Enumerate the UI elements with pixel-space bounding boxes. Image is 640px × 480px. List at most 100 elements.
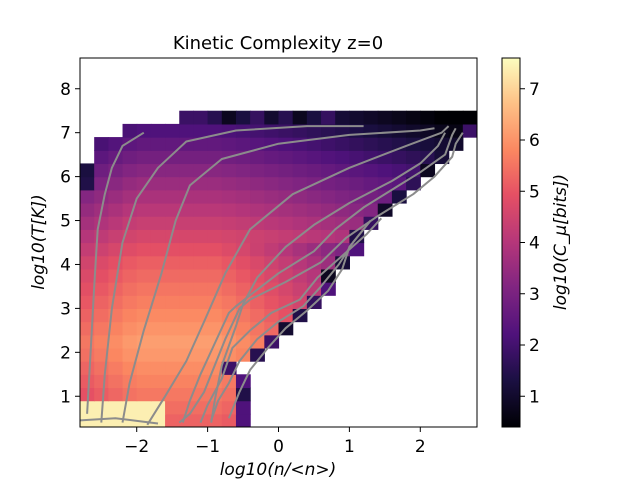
- heatmap-cell: [363, 202, 379, 217]
- heatmap-cell: [108, 216, 124, 230]
- heatmap-cell: [179, 255, 195, 270]
- heatmap-cell: [321, 163, 336, 178]
- y-tick-label: 8: [60, 80, 71, 100]
- heatmap-cell: [150, 334, 166, 349]
- heatmap-cell: [363, 110, 379, 125]
- contour-line: [227, 219, 372, 419]
- heatmap-cell: [136, 163, 152, 178]
- heatmap-cell: [321, 137, 336, 151]
- heatmap-cell: [94, 374, 109, 389]
- heatmap-cell: [250, 255, 265, 270]
- heatmap-cell: [165, 321, 180, 336]
- heatmap-cell: [94, 163, 109, 178]
- heatmap-cell: [335, 176, 350, 191]
- heatmap-cell: [136, 137, 152, 151]
- heatmap-cell: [292, 202, 308, 217]
- heatmap-cell: [165, 282, 180, 296]
- heatmap-cell: [207, 255, 223, 270]
- heatmap-cell: [321, 123, 336, 138]
- heatmap-cell: [207, 242, 223, 257]
- heatmap-cell: [264, 229, 280, 244]
- colorbar-tick-label: 3: [529, 285, 540, 305]
- heatmap-cell: [108, 387, 124, 402]
- heatmap-cell: [391, 110, 407, 125]
- colorbar-tick-label: 6: [529, 131, 540, 151]
- heatmap-cell: [165, 268, 180, 283]
- heatmap-cell: [108, 268, 124, 283]
- heatmap-cell: [136, 347, 152, 362]
- heatmap-cell: [349, 176, 365, 191]
- heatmap-cell: [179, 242, 195, 257]
- heatmap-cell: [264, 123, 280, 138]
- contour-line: [146, 125, 450, 426]
- heatmap-cell: [179, 137, 195, 151]
- heatmap-cell: [165, 123, 180, 138]
- colorbar-label: log10(C_μ[bits]): [551, 174, 571, 310]
- heatmap-cell: [264, 295, 280, 309]
- heatmap-cell: [108, 321, 124, 336]
- colorbar-tick-label: 5: [529, 182, 540, 202]
- heatmap-cell: [221, 282, 237, 296]
- heatmap-cell: [108, 374, 124, 389]
- heatmap-cell: [250, 334, 265, 349]
- heatmap-cell: [306, 189, 322, 204]
- x-tick-label: −1: [195, 437, 220, 457]
- heatmap-cell: [363, 137, 379, 151]
- y-tick-label: 2: [60, 343, 71, 363]
- heatmap-cell: [165, 400, 180, 415]
- heatmap-cell: [306, 110, 322, 125]
- heatmap-cell: [349, 137, 365, 151]
- heatmap-cell: [221, 295, 237, 309]
- heatmap-cell: [221, 216, 237, 230]
- heatmap-cell: [122, 282, 138, 296]
- heatmap-cell: [122, 347, 138, 362]
- heatmap-cell: [150, 374, 166, 389]
- heatmap-cells: [80, 110, 477, 427]
- heatmap-cell: [179, 163, 195, 178]
- heatmap-cell: [250, 308, 265, 323]
- heatmap-cell: [165, 202, 180, 217]
- contour-lines: [80, 125, 464, 426]
- heatmap-cell: [292, 216, 308, 230]
- colorbar-tick-label: 1: [529, 387, 540, 407]
- heatmap-cell: [420, 137, 436, 151]
- heatmap-cell: [207, 137, 223, 151]
- heatmap-cell: [377, 150, 393, 165]
- contour-line: [210, 132, 446, 423]
- heatmap-cell: [278, 137, 294, 151]
- heatmap-cell: [235, 216, 251, 230]
- heatmap-cell: [94, 334, 109, 349]
- heatmap-cell: [165, 295, 180, 309]
- heatmap-cell: [250, 229, 265, 244]
- heatmap-cell: [94, 137, 109, 151]
- heatmap-cell: [136, 374, 152, 389]
- heatmap-cell: [250, 347, 265, 362]
- heatmap-cell: [193, 216, 209, 230]
- heatmap-cell: [207, 176, 223, 191]
- heatmap-cell: [122, 268, 138, 283]
- heatmap-cell: [235, 110, 251, 125]
- y-tick-label: 5: [60, 212, 71, 232]
- heatmap-cell: [306, 150, 322, 165]
- heatmap-cell: [448, 110, 464, 125]
- heatmap-cell: [264, 150, 280, 165]
- heatmap-cell: [321, 189, 336, 204]
- x-tick-label: −2: [124, 437, 149, 457]
- heatmap-cell: [136, 176, 152, 191]
- heatmap-cell: [264, 216, 280, 230]
- heatmap-cell: [179, 321, 195, 336]
- heatmap-cell: [193, 268, 209, 283]
- heatmap-cell: [207, 189, 223, 204]
- heatmap-cell: [335, 150, 350, 165]
- heatmap-cell: [179, 295, 195, 309]
- heatmap-cell: [80, 163, 95, 178]
- heatmap-cell: [94, 268, 109, 283]
- heatmap-cell: [179, 123, 195, 138]
- heatmap-cell: [377, 110, 393, 125]
- heatmap-cell: [434, 137, 450, 151]
- heatmap-cell: [420, 110, 436, 125]
- heatmap-cell: [235, 321, 251, 336]
- x-tick-label: 2: [415, 437, 426, 457]
- heatmap-cell: [235, 334, 251, 349]
